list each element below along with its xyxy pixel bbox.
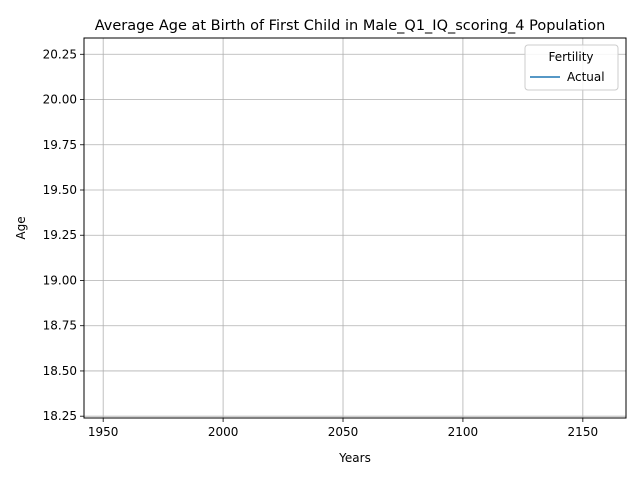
chart-title: Average Age at Birth of First Child in M… — [95, 18, 606, 34]
x-tick-label: 2150 — [568, 425, 599, 439]
y-axis-ticks: 18.25 18.50 18.75 19.00 19.25 19.50 19.75 20.00… — [43, 47, 84, 423]
y-tick-label: 20.25 — [43, 47, 77, 61]
x-tick-label: 2050 — [328, 425, 359, 439]
y-tick-label: 19.50 — [43, 183, 77, 197]
axes-frame — [83, 37, 627, 419]
y-tick-label: 18.50 — [43, 364, 77, 378]
y-tick-label: 19.00 — [43, 273, 77, 287]
y-axis-label: Age — [14, 216, 28, 239]
y-tick-label: 18.75 — [43, 319, 77, 333]
y-tick-label: 20.00 — [43, 93, 77, 107]
legend: Fertility Actual — [524, 44, 619, 91]
legend-entry-actual: Actual — [567, 70, 605, 84]
x-tick-label: 1950 — [88, 425, 119, 439]
x-tick-label: 2100 — [448, 425, 479, 439]
x-tick-label: 2000 — [208, 425, 239, 439]
y-tick-label: 19.25 — [43, 228, 77, 242]
x-axis-ticks: 1950 2000 2050 2100 2150 — [88, 418, 598, 439]
y-tick-label: 18.25 — [43, 409, 77, 423]
y-tick-label: 19.75 — [43, 138, 77, 152]
legend-title: Fertility — [548, 50, 593, 64]
grid — [84, 38, 626, 418]
x-axis-label: Years — [338, 451, 371, 465]
legend-box — [524, 44, 619, 91]
